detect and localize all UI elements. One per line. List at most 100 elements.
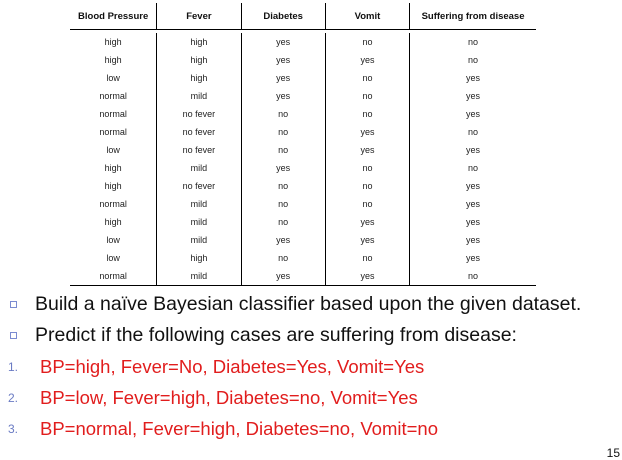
cell-diabetes: yes [240, 159, 325, 177]
cell-suffering: yes [409, 249, 536, 267]
header-suffering: Suffering from disease [409, 3, 536, 29]
cell-fever: no fever [156, 123, 240, 141]
cell-vomit: no [324, 195, 409, 213]
table-row: low high no no yes [70, 249, 536, 267]
cell-suffering: yes [409, 87, 536, 105]
cell-vomit: no [324, 33, 409, 51]
cell-diabetes: yes [240, 231, 325, 249]
list-item: Build a naïve Bayesian classifier based … [10, 289, 620, 320]
table-row: low mild yes yes yes [70, 231, 536, 249]
cell-fever: mild [156, 195, 240, 213]
table-row: normal no fever no no yes [70, 105, 536, 123]
cell-diabetes: no [240, 213, 325, 231]
table-row: high high yes no no [70, 33, 536, 51]
case-item: 3. BP=normal, Fever=high, Diabetes=no, V… [8, 413, 618, 444]
cell-fever: no fever [156, 105, 240, 123]
square-bullet-icon [10, 301, 17, 308]
cell-fever: no fever [156, 177, 240, 195]
cell-vomit: no [324, 249, 409, 267]
header-fever: Fever [156, 3, 240, 29]
table-row: normal no fever no yes no [70, 123, 536, 141]
cell-suffering: yes [409, 195, 536, 213]
cell-vomit: no [324, 177, 409, 195]
cell-suffering: yes [409, 141, 536, 159]
cell-fever: high [156, 69, 240, 87]
cell-suffering: no [409, 123, 536, 141]
cell-vomit: no [324, 69, 409, 87]
cell-suffering: yes [409, 177, 536, 195]
table-row: normal mild no no yes [70, 195, 536, 213]
cell-diabetes: yes [240, 87, 325, 105]
cell-vomit: yes [324, 51, 409, 69]
cell-fever: high [156, 33, 240, 51]
case-number: 3. [8, 421, 19, 436]
cell-blood-pressure: high [104, 37, 122, 47]
cell-fever: mild [156, 267, 240, 285]
cell-suffering: no [409, 33, 536, 51]
table-row: high high yes yes no [70, 51, 536, 69]
cell-vomit: yes [324, 267, 409, 285]
list-item: Predict if the following cases are suffe… [10, 320, 620, 351]
header-vomit: Vomit [324, 3, 409, 29]
square-bullet-icon [10, 332, 17, 339]
cell-diabetes: no [240, 249, 325, 267]
table-row: high mild yes no no [70, 159, 536, 177]
cell-suffering: yes [409, 69, 536, 87]
cell-suffering: no [409, 267, 536, 285]
case-text: BP=normal, Fever=high, Diabetes=no, Vomi… [40, 417, 438, 439]
cell-diabetes: no [240, 105, 325, 123]
cell-fever: no fever [156, 141, 240, 159]
table-row: normal mild yes no yes [70, 87, 536, 105]
cell-fever: high [156, 51, 240, 69]
table-row: low no fever no yes yes [70, 141, 536, 159]
cell-suffering: yes [409, 213, 536, 231]
cell-fever: high [156, 249, 240, 267]
cell-blood-pressure: high [104, 217, 122, 227]
cell-fever: mild [156, 213, 240, 231]
cell-blood-pressure: high [104, 181, 122, 191]
cell-fever: mild [156, 87, 240, 105]
instructions-list: Build a naïve Bayesian classifier based … [10, 289, 620, 351]
table-row: high no fever no no yes [70, 177, 536, 195]
cell-blood-pressure: low [106, 145, 120, 155]
cell-diabetes: no [240, 141, 325, 159]
cell-fever: mild [156, 159, 240, 177]
case-item: 2. BP=low, Fever=high, Diabetes=no, Vomi… [8, 382, 618, 413]
cell-vomit: no [324, 105, 409, 123]
cell-blood-pressure: normal [99, 91, 127, 101]
cell-vomit: yes [324, 213, 409, 231]
cell-blood-pressure: high [104, 163, 122, 173]
case-text: BP=low, Fever=high, Diabetes=no, Vomit=Y… [40, 386, 418, 408]
cell-blood-pressure: low [106, 235, 120, 245]
cell-diabetes: yes [240, 51, 325, 69]
cell-vomit: yes [324, 231, 409, 249]
header-blood-pressure: Blood Pressure [78, 10, 149, 22]
cell-blood-pressure: normal [99, 109, 127, 119]
table-row: normal mild yes yes no [70, 267, 536, 286]
cases-list: 1. BP=high, Fever=No, Diabetes=Yes, Vomi… [8, 351, 618, 444]
cell-suffering: no [409, 51, 536, 69]
header-diabetes: Diabetes [240, 3, 325, 29]
cell-fever: mild [156, 231, 240, 249]
cell-vomit: no [324, 159, 409, 177]
cell-blood-pressure: normal [99, 271, 127, 281]
case-item: 1. BP=high, Fever=No, Diabetes=Yes, Vomi… [8, 351, 618, 382]
table-row: low high yes no yes [70, 69, 536, 87]
cell-diabetes: no [240, 177, 325, 195]
cell-vomit: yes [324, 141, 409, 159]
cell-diabetes: yes [240, 33, 325, 51]
cell-blood-pressure: low [106, 253, 120, 263]
cell-diabetes: no [240, 195, 325, 213]
cell-blood-pressure: low [106, 73, 120, 83]
bullet-text: Build a naïve Bayesian classifier based … [35, 293, 582, 315]
cell-blood-pressure: normal [99, 199, 127, 209]
table-header: Blood Pressure Fever Diabetes Vomit Suff… [70, 3, 536, 30]
cell-suffering: yes [409, 105, 536, 123]
cell-blood-pressure: normal [99, 127, 127, 137]
case-text: BP=high, Fever=No, Diabetes=Yes, Vomit=Y… [40, 355, 425, 377]
cell-diabetes: no [240, 123, 325, 141]
cell-diabetes: yes [240, 267, 325, 285]
cell-suffering: yes [409, 231, 536, 249]
cell-vomit: yes [324, 123, 409, 141]
page-number: 15 [606, 446, 620, 460]
